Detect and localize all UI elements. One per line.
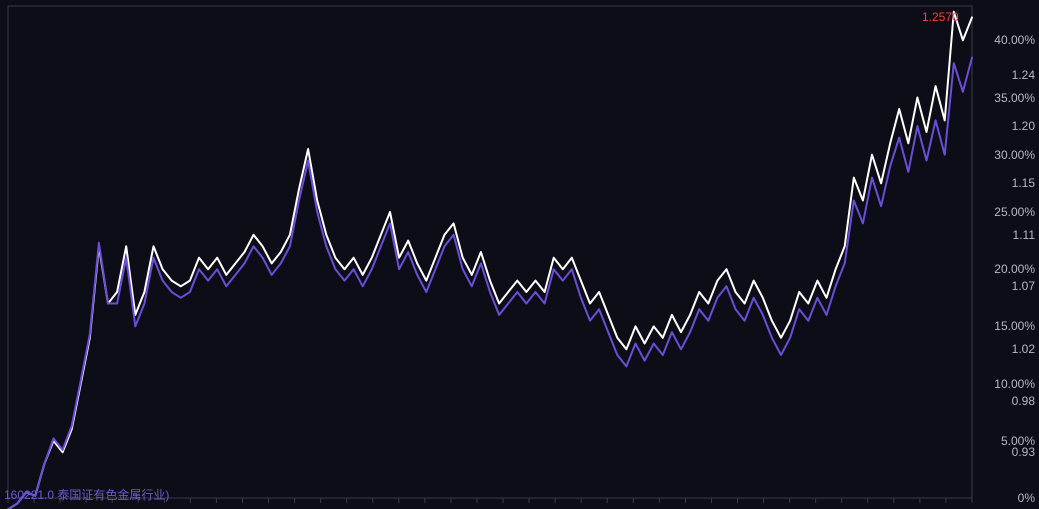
axis-tick-label: 40.00%	[994, 33, 1035, 47]
axis-tick-label: 1.20	[1012, 119, 1035, 133]
axis-tick-label: 10.00%	[994, 377, 1035, 391]
axis-tick-label: 30.00%	[994, 148, 1035, 162]
axis-tick-label: 1.02	[1012, 342, 1035, 356]
axis-tick-label: 15.00%	[994, 319, 1035, 333]
axis-tick-label: 0.98	[1012, 394, 1035, 408]
series-legend-label: 160221.0 泰国证有色金属行业)	[4, 486, 169, 503]
current-value-label: 1.2570	[922, 10, 959, 24]
axis-tick-label: 1.07	[1012, 279, 1035, 293]
axis-tick-label: 20.00%	[994, 262, 1035, 276]
axis-tick-label: 1.15	[1012, 176, 1035, 190]
axis-tick-label: 0.93	[1012, 445, 1035, 459]
axis-tick-label: 25.00%	[994, 205, 1035, 219]
axis-tick-label: 1.24	[1012, 68, 1035, 82]
axis-tick-label: 1.11	[1013, 228, 1035, 242]
axis-tick-label: 0%	[1018, 491, 1035, 505]
axis-tick-label: 35.00%	[994, 91, 1035, 105]
chart-container: 0%5.00%10.00%15.00%20.00%25.00%30.00%35.…	[0, 0, 1039, 509]
line-chart	[0, 0, 1039, 509]
